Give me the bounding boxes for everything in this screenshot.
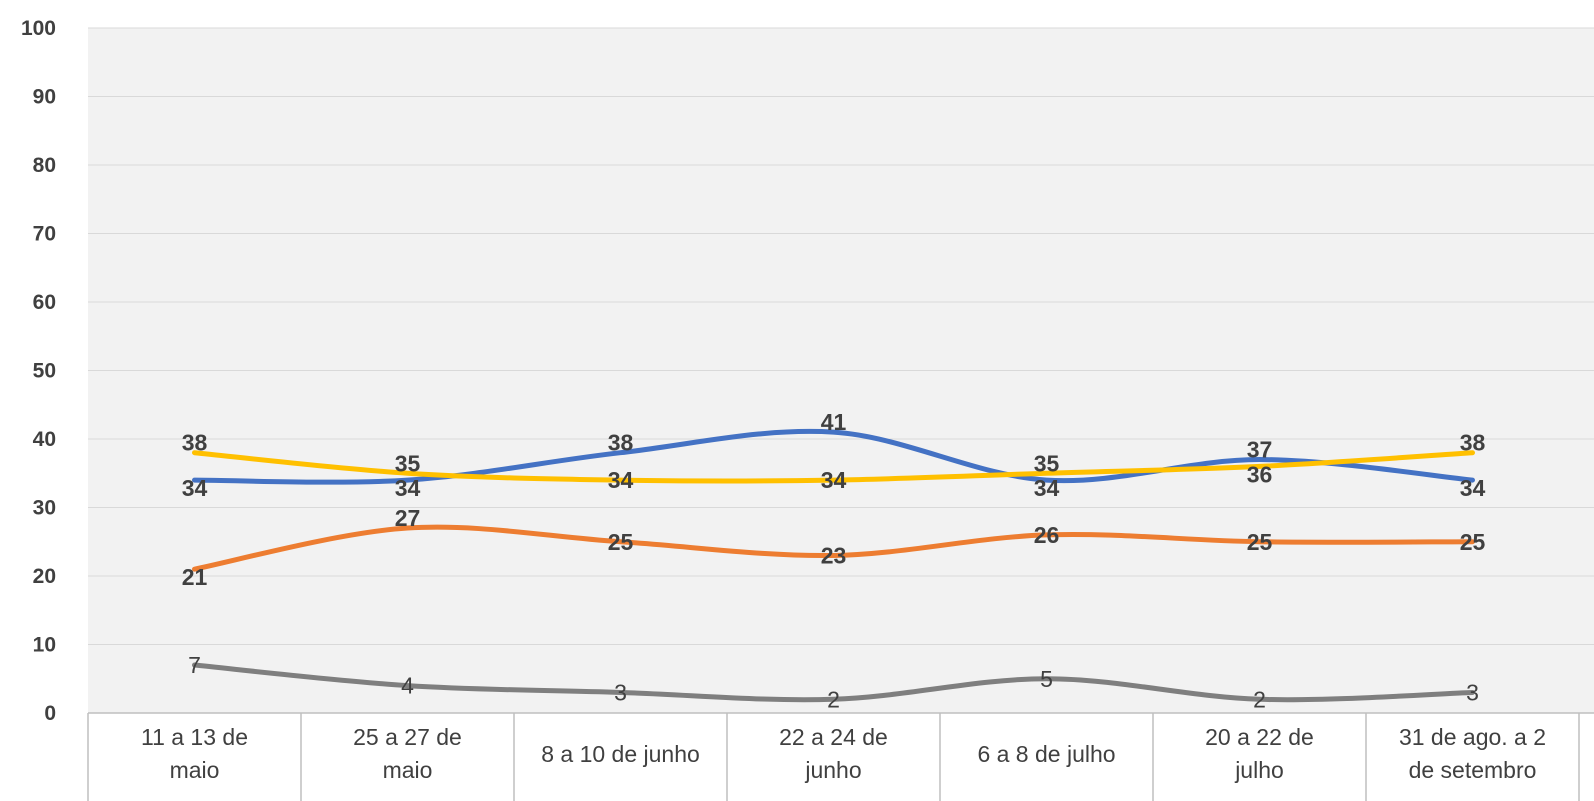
x-tick-label: 6 a 8 de julho [977, 741, 1115, 767]
data-label: 3 [1466, 679, 1479, 705]
x-tick-label: junho [804, 757, 861, 783]
data-label: 34 [821, 467, 847, 493]
x-tick-label: 11 a 13 de [141, 724, 248, 750]
data-label: 25 [1460, 529, 1486, 555]
data-label: 41 [821, 409, 847, 435]
data-label: 38 [1460, 430, 1486, 456]
y-tick-label: 40 [33, 428, 56, 451]
x-tick-label: de setembro [1409, 757, 1537, 783]
data-label: 4 [401, 673, 414, 699]
data-label: 2 [827, 686, 840, 712]
data-label: 25 [608, 529, 634, 555]
data-label: 38 [182, 430, 208, 456]
data-label: 36 [1247, 461, 1273, 487]
data-label: 23 [821, 542, 847, 568]
y-tick-label: 60 [33, 291, 56, 314]
y-tick-label: 0 [44, 702, 56, 725]
data-label: 35 [1034, 450, 1060, 476]
series-line-2 [192, 524, 1475, 572]
data-label: 35 [395, 450, 421, 476]
data-label: 7 [188, 652, 201, 678]
data-label: 21 [182, 564, 208, 590]
y-tick-label: 10 [33, 634, 56, 657]
data-label: 25 [1247, 529, 1273, 555]
data-label: 34 [608, 467, 634, 493]
y-tick-label: 70 [33, 223, 56, 246]
y-tick-label: 20 [33, 565, 56, 588]
y-tick-label: 90 [33, 86, 56, 109]
series-line-3 [192, 662, 1475, 703]
data-label: 34 [182, 475, 208, 501]
series-line-4 [192, 450, 1475, 484]
x-tick-label: 22 a 24 de [779, 724, 888, 750]
y-tick-label: 100 [21, 17, 56, 40]
data-label: 34 [395, 475, 421, 501]
data-label: 34 [1460, 475, 1486, 501]
x-tick-label: maio [170, 757, 220, 783]
x-tick-label: 31 de ago. a 2 [1399, 724, 1546, 750]
x-tick-label: maio [383, 757, 433, 783]
series-line-1 [192, 428, 1475, 485]
x-axis: 11 a 13 de maio 25 a 27 de maio 8 a 10 de ju… [87, 712, 1594, 801]
series-lines [192, 428, 1475, 703]
data-label: 34 [1034, 475, 1060, 501]
data-label: 38 [608, 430, 634, 456]
gridlines [88, 27, 1594, 645]
y-tick-label: 80 [33, 154, 56, 177]
y-axis: 0 10 20 30 40 50 60 70 80 90 100 [21, 17, 56, 725]
y-tick-label: 30 [33, 497, 56, 520]
x-tick-label: 20 a 22 de [1205, 724, 1314, 750]
data-label: 5 [1040, 666, 1053, 692]
x-tick-label: julho [1234, 757, 1284, 783]
data-label: 3 [614, 679, 627, 705]
data-label: 27 [395, 505, 421, 531]
x-tick-label: 25 a 27 de [353, 724, 462, 750]
x-tick-label: 8 a 10 de junho [541, 741, 700, 767]
data-label: 2 [1253, 686, 1266, 712]
data-label: 37 [1247, 437, 1273, 463]
data-label: 26 [1034, 522, 1060, 548]
y-tick-label: 50 [33, 360, 56, 383]
